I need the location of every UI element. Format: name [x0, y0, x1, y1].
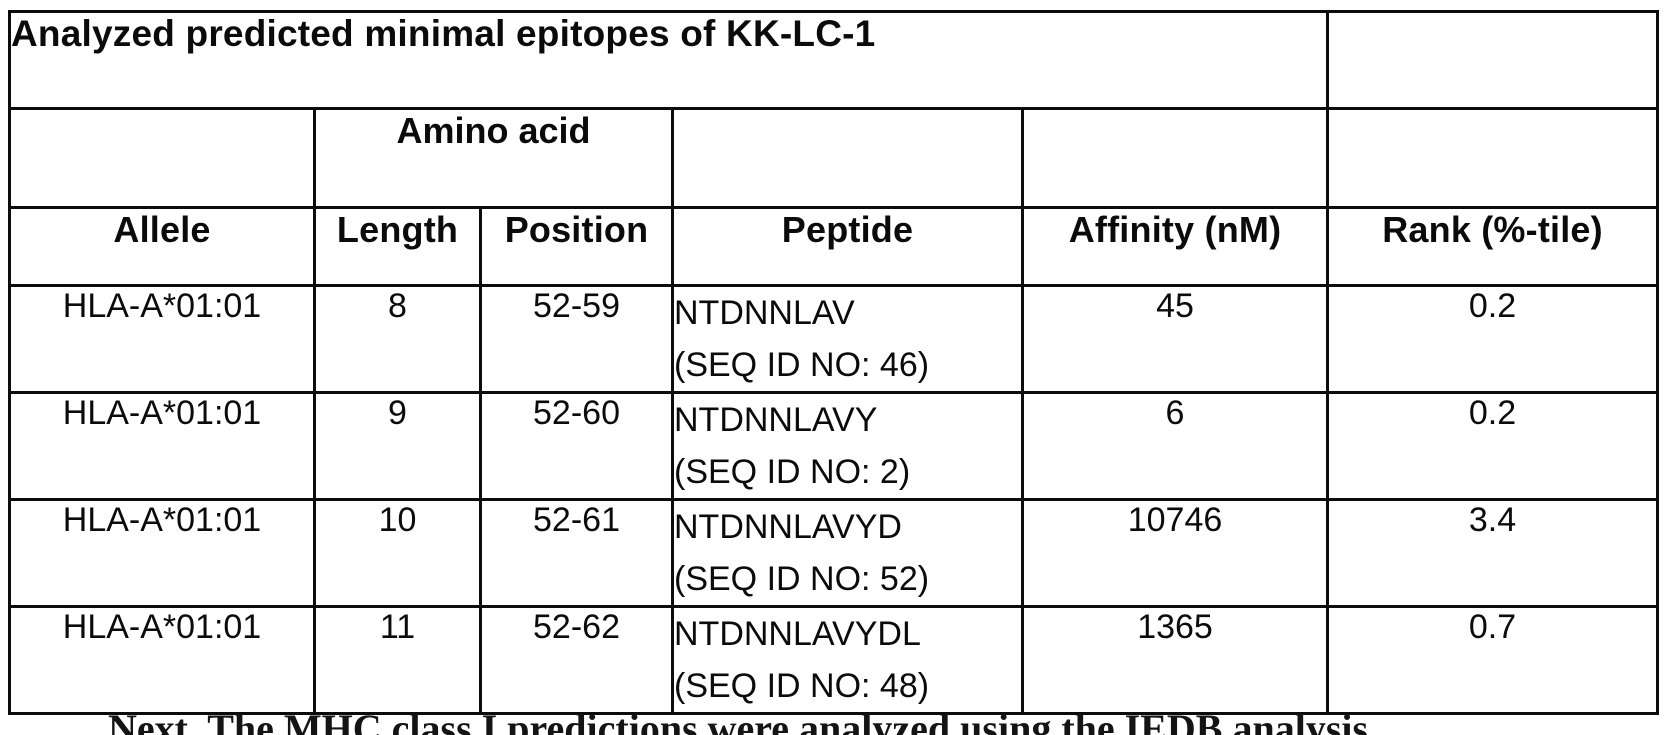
peptide-seq-id: (SEQ ID NO: 2) [674, 453, 911, 491]
cell-rank: 0.7 [1326, 605, 1660, 715]
empty-corner-cell [1326, 10, 1660, 110]
empty-cell-peptide [671, 107, 1024, 209]
cell-allele: HLA-A*01:01 [8, 605, 316, 715]
column-header-position: Position [479, 206, 674, 287]
peptide-sequence: NTDNNLAV [674, 294, 855, 332]
caption-text-fragment: Next, The MHC class I predictions were a… [108, 706, 1369, 735]
cell-rank: 0.2 [1326, 284, 1660, 394]
peptide-seq-id: (SEQ ID NO: 48) [674, 667, 930, 705]
cell-peptide: NTDNNLAVYD (SEQ ID NO: 52) [671, 498, 1024, 608]
cell-position: 52-60 [479, 391, 674, 501]
clipped-caption: Next, The MHC class I predictions were a… [0, 706, 1664, 735]
table-row: HLA-A*01:01 8 52-59 NTDNNLAV (SEQ ID NO:… [8, 284, 1660, 394]
cell-allele: HLA-A*01:01 [8, 391, 316, 501]
cell-peptide: NTDNNLAVY (SEQ ID NO: 2) [671, 391, 1024, 501]
column-header-allele: Allele [8, 206, 316, 287]
peptide-seq-id: (SEQ ID NO: 52) [674, 560, 930, 598]
cell-rank: 0.2 [1326, 391, 1660, 501]
column-header-affinity: Affinity (nM) [1020, 206, 1330, 287]
cell-peptide: NTDNNLAV (SEQ ID NO: 46) [671, 284, 1024, 394]
cell-affinity: 10746 [1020, 498, 1330, 608]
cell-length: 9 [313, 391, 482, 501]
table-title-row: Analyzed predicted minimal epitopes of K… [7, 10, 1660, 110]
cell-length: 11 [313, 605, 482, 715]
cell-affinity: 45 [1020, 284, 1330, 394]
peptide-seq-id: (SEQ ID NO: 46) [674, 346, 930, 384]
cell-position: 52-61 [479, 498, 674, 608]
cell-affinity: 1365 [1020, 605, 1330, 715]
peptide-sequence: NTDNNLAVYDL [674, 615, 921, 653]
cell-position: 52-59 [479, 284, 674, 394]
cell-peptide: NTDNNLAVYDL (SEQ ID NO: 48) [671, 605, 1024, 715]
empty-cell-affinity [1020, 107, 1330, 209]
cell-allele: HLA-A*01:01 [8, 284, 316, 394]
group-header-row: Amino acid [8, 107, 1660, 209]
table-row: HLA-A*01:01 10 52-61 NTDNNLAVYD (SEQ ID … [8, 498, 1660, 608]
column-header-length: Length [313, 206, 482, 287]
cell-rank: 3.4 [1326, 498, 1660, 608]
amino-acid-group-header: Amino acid [313, 107, 674, 209]
table-row: HLA-A*01:01 11 52-62 NTDNNLAVYDL (SEQ ID… [8, 605, 1660, 715]
table-row: HLA-A*01:01 9 52-60 NTDNNLAVY (SEQ ID NO… [8, 391, 1660, 501]
cell-position: 52-62 [479, 605, 674, 715]
peptide-sequence: NTDNNLAVY [674, 401, 878, 439]
cell-length: 10 [313, 498, 482, 608]
column-header-peptide: Peptide [671, 206, 1024, 287]
peptide-sequence: NTDNNLAVYD [674, 508, 902, 546]
epitope-table: Analyzed predicted minimal epitopes of K… [7, 10, 1660, 715]
cell-length: 8 [313, 284, 482, 394]
column-header-row: Allele Length Position Peptide Affinity … [8, 206, 1660, 287]
empty-cell-rank [1326, 107, 1660, 209]
cell-affinity: 6 [1020, 391, 1330, 501]
column-header-rank: Rank (%-tile) [1326, 206, 1660, 287]
table-title: Analyzed predicted minimal epitopes of K… [7, 10, 1330, 110]
cell-allele: HLA-A*01:01 [8, 498, 316, 608]
empty-cell-allele [8, 107, 316, 209]
